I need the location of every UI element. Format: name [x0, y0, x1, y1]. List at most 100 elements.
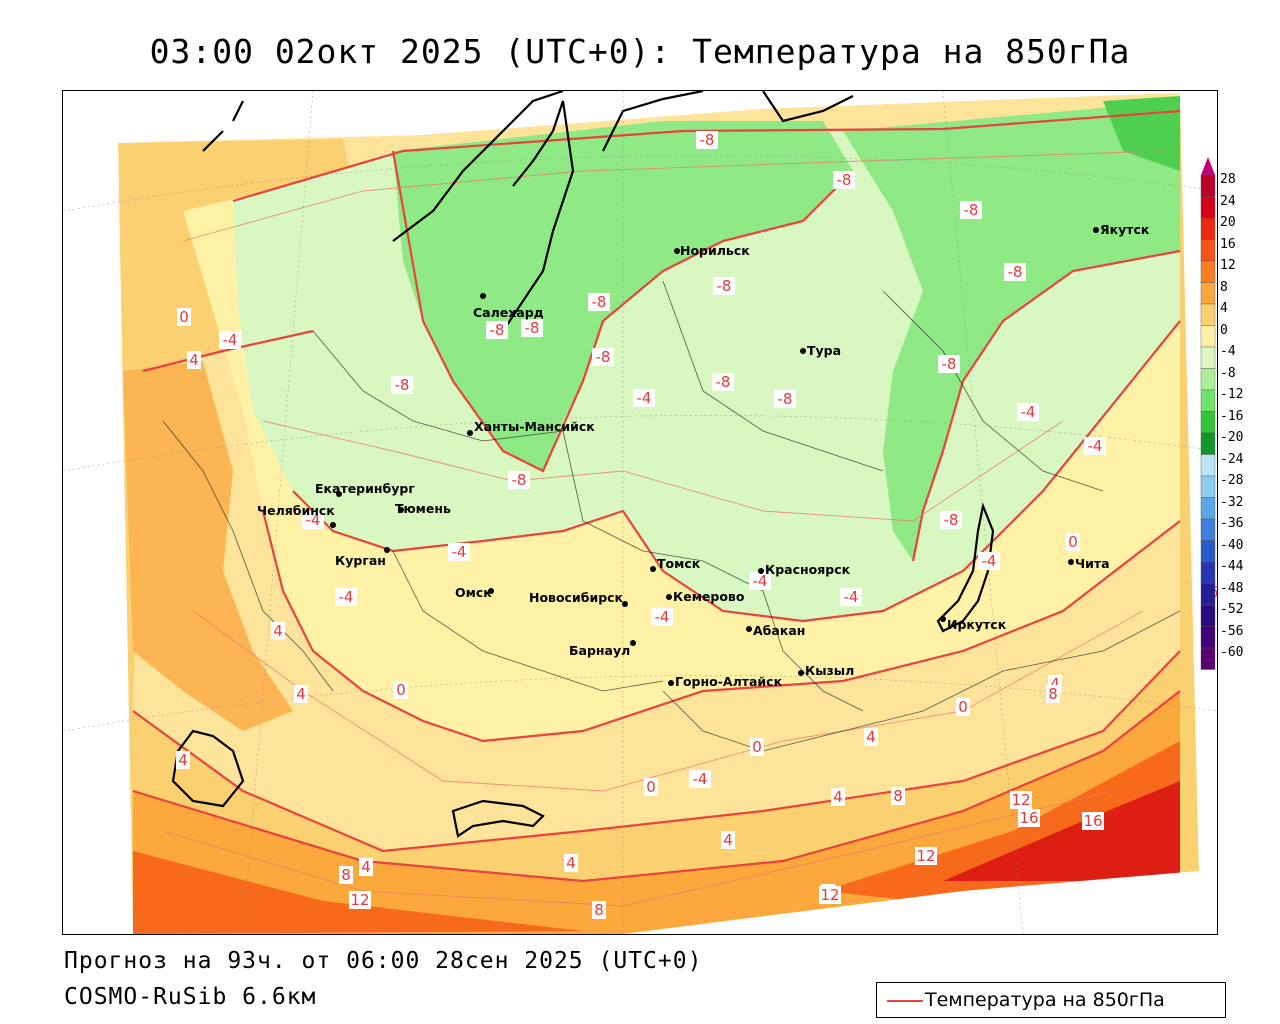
isotherm-label-bg [302, 511, 324, 529]
colorbar-segment [1200, 647, 1216, 670]
city-2: Тура [800, 343, 841, 358]
colorbar-tick: -44 [1220, 559, 1244, 574]
graticule [63, 91, 1217, 934]
isotherm-label-bg [349, 891, 371, 909]
city-1: Салехард [473, 293, 544, 320]
isotherm-label-bg [271, 622, 285, 640]
city-dot [674, 248, 680, 254]
colorbar-segment [1200, 196, 1216, 219]
colorbar-tick: -48 [1220, 580, 1244, 596]
isotherm-label: 8 [594, 901, 604, 919]
isotherm-label-bg [359, 858, 373, 876]
isotherm-label: -8 [778, 390, 793, 408]
isotherm-label: 4 [833, 788, 843, 806]
colorbar-tick: -16 [1220, 408, 1244, 424]
isotherm-label: 4 [1050, 675, 1060, 693]
outside-domain-nw [63, 91, 423, 934]
colorbar-segment [1200, 368, 1216, 391]
isotherm-label-bg [177, 308, 191, 326]
colorbar-tick: -36 [1220, 516, 1244, 531]
isotherm-label-bg [394, 681, 408, 699]
city-16: Горно-Алтайск [668, 674, 783, 689]
isotherm-label-bg [721, 831, 735, 849]
isotherm-label: -8 [1008, 263, 1023, 281]
isotherm-label-bg [831, 788, 845, 806]
isotherm-label: 0 [1068, 533, 1078, 551]
isotherm-label: 8 [341, 866, 351, 884]
colorbar-segment [1200, 583, 1216, 606]
isotherm-label-bg [1082, 812, 1104, 830]
city-12: Кемерово [666, 589, 745, 604]
isotherm-label-bg [486, 321, 508, 339]
forecast-info: Прогноз на 93ч. от 06:00 28сен 2025 (UTC… [64, 948, 703, 974]
colorbar-segment [1200, 303, 1216, 326]
colorbar-segment [1200, 561, 1216, 584]
city-dot [800, 348, 806, 354]
isotherm-label-bg [448, 543, 470, 561]
map-area[interactable]: -8 -8 -8 -8 -8 -8 -8 -8 -8 -8 -8 -8 -8 -8 -8 -4 -4 -4 -4 -4… [62, 90, 1218, 935]
isotherm-label-bg [1010, 791, 1032, 809]
colorbar-segment [1200, 604, 1216, 627]
colorbar-tick: -56 [1220, 623, 1244, 639]
city-label: Барнаул [569, 643, 630, 658]
colorbar-segment [1200, 217, 1216, 240]
isotherm-label: -8 [592, 293, 607, 311]
temperature-field: -8 -8 -8 -8 -8 -8 -8 -8 -8 -8 -8 -8 -8 -8 -8 -4 -4 -4 -4 -4… [63, 91, 1217, 934]
city-label: Кемерово [673, 589, 745, 604]
city-3: Якутск [1093, 222, 1150, 237]
isotherm-label: -4 [1021, 403, 1036, 421]
colorbar-segment [1200, 260, 1216, 283]
colorbar-tick: -20 [1220, 430, 1244, 445]
city-label: Омск [455, 585, 492, 600]
isotherm-label: -4 [753, 572, 768, 590]
colorbar-segment [1200, 346, 1216, 369]
city-label: Красноярск [765, 562, 851, 577]
isotherm-label: 8 [1048, 685, 1058, 703]
isotherm-labels: -8 -8 -8 -8 -8 -8 -8 -8 -8 -8 -8 -8 -8 -8 -8 -4 -4 -4 -4 -4… [176, 131, 1217, 919]
city-dot [1093, 227, 1099, 233]
city-label: Салехард [473, 305, 544, 320]
colorbar-tick: -24 [1220, 451, 1244, 467]
isotherm-label: -4 [655, 608, 670, 626]
isotherm-label: -4 [982, 552, 997, 570]
isotherm-label-bg [1066, 533, 1080, 551]
isotherm-label: -8 [964, 201, 979, 219]
isotherm-label-bg [938, 355, 960, 373]
city-dot [630, 640, 636, 646]
city-18: Иркутск [940, 616, 1007, 632]
colorbar-segment [1200, 389, 1216, 412]
city-dot [622, 601, 628, 607]
colorbar-segment [1200, 518, 1216, 541]
colorbar-segment [1200, 626, 1216, 649]
isotherm-label: 12 [350, 891, 369, 909]
isotherm-label-bg [187, 351, 201, 369]
isotherm-label: -8 [837, 171, 852, 189]
colorbar-segment [1200, 174, 1216, 197]
colorbar-segment [1200, 432, 1216, 455]
isotherm-label: -4 [1088, 437, 1103, 455]
isotherm-label-bg [219, 331, 241, 349]
city-0: Норильск [674, 243, 750, 258]
city-label: Чита [1075, 556, 1110, 571]
isotherm-label-bg [915, 847, 937, 865]
colorbar-segment [1200, 325, 1216, 348]
colorbar-tick: -60 [1220, 645, 1244, 660]
colorbar-tick: -12 [1220, 387, 1244, 402]
isotherm-label: 4 [273, 622, 283, 640]
city-label: Тура [807, 343, 841, 358]
isotherm-label-bg [633, 389, 655, 407]
isotherm-label: 0 [958, 698, 968, 716]
city-17: Кызыл [798, 663, 854, 678]
city-dot [336, 491, 342, 497]
city-dot [666, 594, 672, 600]
isotherm-label: -4 [339, 588, 354, 606]
city-dot [758, 568, 764, 574]
city-4: Ханты-Мансийск [467, 419, 595, 436]
city-dot [330, 522, 336, 528]
isotherm-label-bg [651, 608, 673, 626]
isotherm-label-bg [1084, 437, 1106, 455]
isotherm-label-bg [339, 866, 353, 884]
isotherm-label: 4 [866, 728, 876, 746]
city-label: Челябинск [257, 503, 335, 518]
isotherm-label: -8 [512, 471, 527, 489]
